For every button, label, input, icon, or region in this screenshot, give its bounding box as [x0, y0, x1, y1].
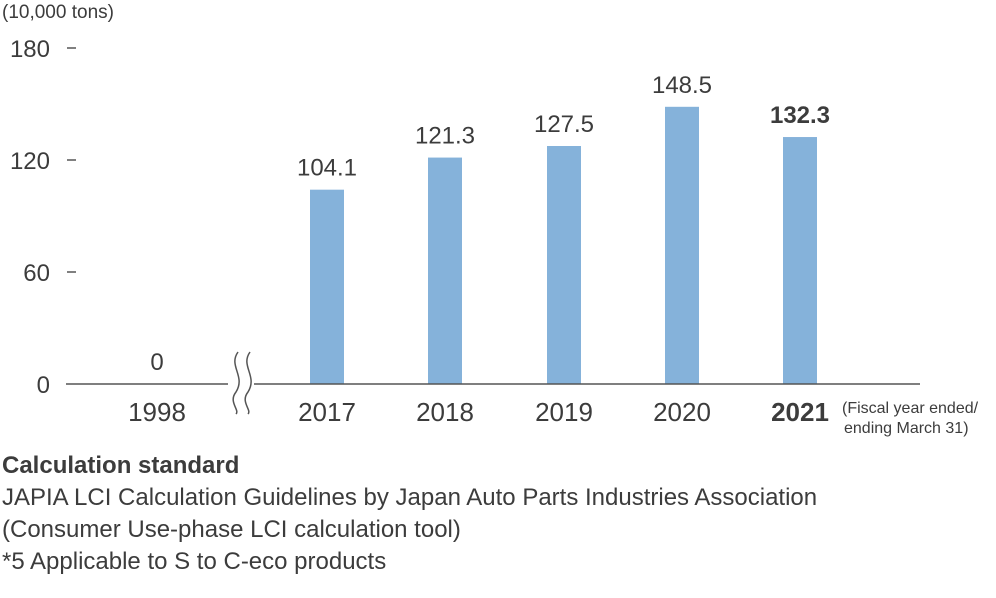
x-axis-note-line-1: (Fiscal year ended/ [842, 400, 979, 417]
y-axis: 0 60 120 180 [10, 36, 76, 399]
value-label-2019: 127.5 [534, 111, 594, 138]
notes-line-1: JAPIA LCI Calculation Guidelines by Japa… [2, 484, 818, 511]
notes-line-3: *5 Applicable to S to C-eco products [2, 548, 387, 575]
y-tick-label-120: 120 [10, 148, 50, 175]
value-label-2018: 121.3 [415, 123, 475, 150]
x-tick-label-2021: 2021 [771, 397, 829, 427]
notes-line-2: (Consumer Use-phase LCI calculation tool… [2, 516, 461, 543]
bar-2021 [783, 137, 817, 384]
notes-heading: Calculation standard [2, 452, 240, 479]
value-labels: 0 104.1 121.3 127.5 148.5 132.3 [150, 72, 830, 376]
value-label-2020: 148.5 [652, 72, 712, 99]
value-label-2021: 132.3 [770, 102, 830, 129]
x-tick-label-2017: 2017 [298, 397, 356, 427]
x-tick-label-2019: 2019 [535, 397, 593, 427]
x-tick-labels: 1998 2017 2018 2019 2020 2021 [128, 397, 829, 427]
x-axis-note-line-2: ending March 31) [844, 420, 969, 437]
y-tick-label-60: 60 [23, 260, 50, 287]
bar-2018 [428, 157, 462, 384]
unit-label: (10,000 tons) [2, 2, 114, 23]
calculation-notes: Calculation standard JAPIA LCI Calculati… [2, 450, 992, 578]
bar-2020 [665, 106, 699, 385]
bars [310, 106, 817, 385]
y-tick-label-0: 0 [37, 372, 50, 399]
axis-break-mark [228, 350, 254, 415]
y-tick-label-180: 180 [10, 36, 50, 63]
value-label-2017: 104.1 [297, 155, 357, 182]
bar-2019 [547, 146, 581, 384]
value-label-1998: 0 [150, 349, 163, 376]
x-tick-label-2020: 2020 [653, 397, 711, 427]
x-tick-label-2018: 2018 [416, 397, 474, 427]
x-tick-label-1998: 1998 [128, 397, 186, 427]
bar-chart: (10,000 tons) 0 60 120 180 0 104.1 121.3 127.5… [2, 2, 979, 437]
bar-2017 [310, 189, 344, 384]
